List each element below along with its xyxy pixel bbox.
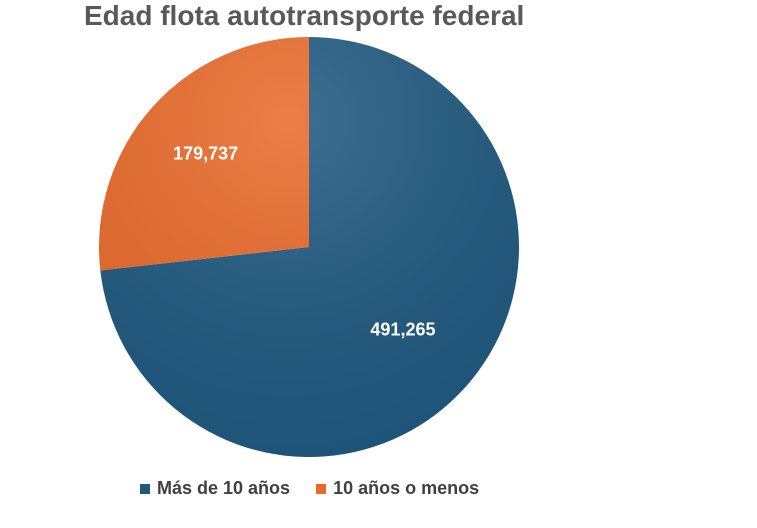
legend: Más de 10 años 10 años o menos [140, 478, 479, 499]
legend-item-10-o-menos[interactable]: 10 años o menos [316, 478, 479, 499]
legend-label-mas-de-10: Más de 10 años [157, 478, 291, 498]
legend-item-mas-de-10[interactable]: Más de 10 años [140, 478, 290, 499]
legend-swatch-10-o-menos [316, 483, 327, 494]
legend-label-10-o-menos: 10 años o menos [333, 478, 480, 498]
chart-title: Edad flota autotransporte federal [84, 0, 525, 31]
data-label-mas-de-10: 491,265 [370, 320, 435, 340]
legend-swatch-mas-de-10 [140, 483, 150, 494]
data-label-10-o-menos: 179,737 [173, 143, 238, 163]
